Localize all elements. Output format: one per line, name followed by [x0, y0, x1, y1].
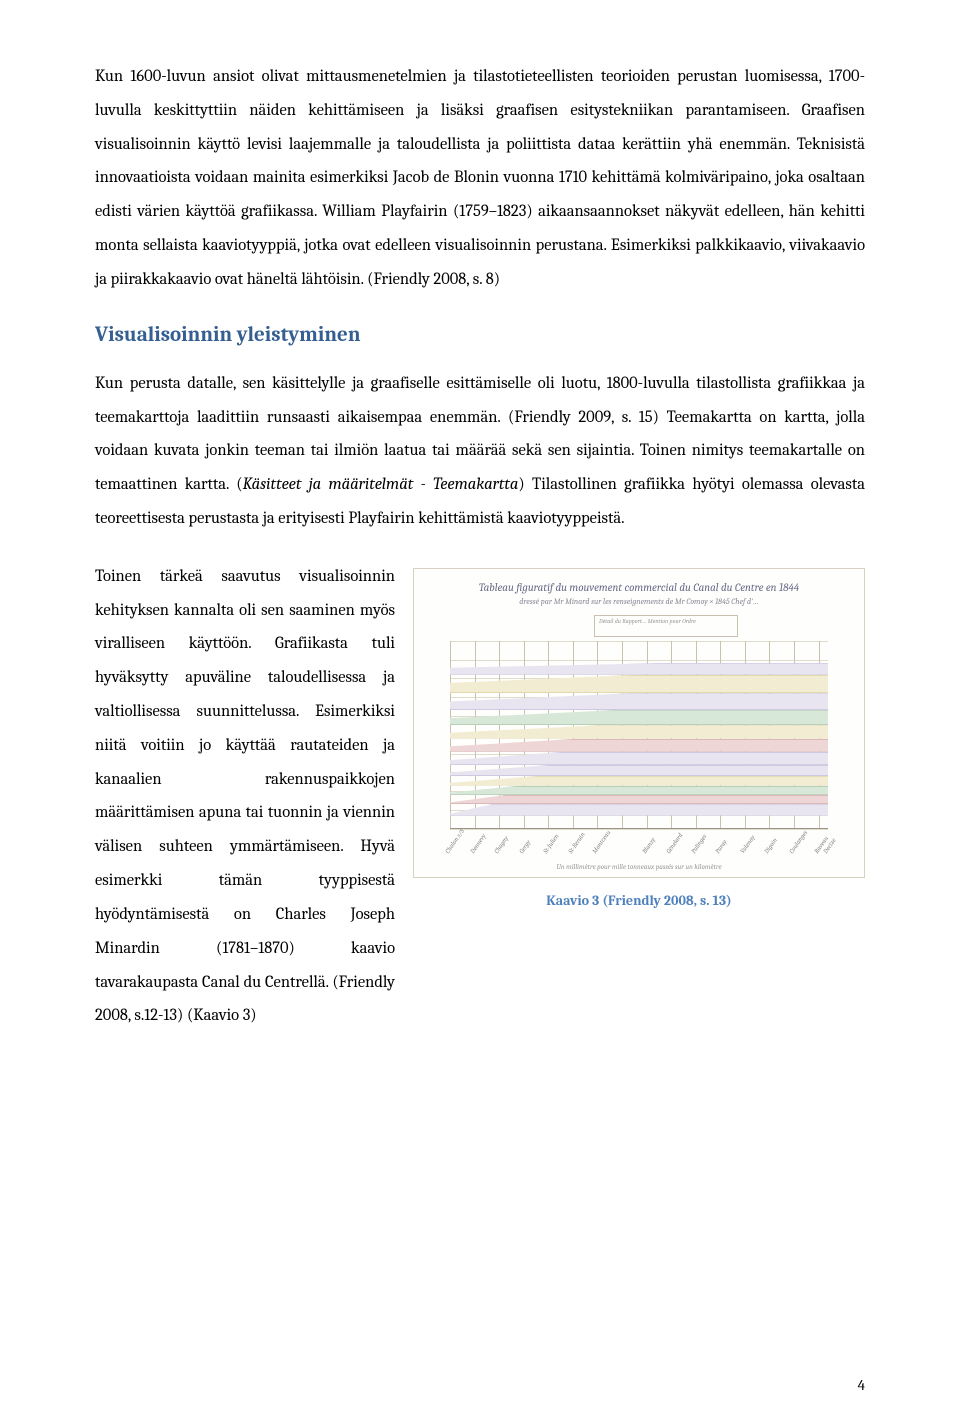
figure-column: Tableau figuratif du mouvement commercia…	[413, 560, 865, 909]
left-text-column: Toinen tärkeä saavutus visualisoinnin ke…	[95, 560, 395, 1033]
figure-x-labels: Chalon s/SDennevyChagnyGergySt-JulienSt-…	[450, 831, 828, 855]
minard-figure: Tableau figuratif du mouvement commercia…	[413, 568, 865, 909]
page-number: 4	[858, 1376, 865, 1394]
figure-title: Tableau figuratif du mouvement commercia…	[414, 581, 864, 594]
heading-visualisoinnin-yleistyminen: Visualisoinnin yleistyminen	[95, 323, 865, 347]
figure-subtitle: dressé par Mr Minard sur les renseigneme…	[414, 597, 864, 606]
paragraph-1: Kun 1600-luvun ansiot olivat mittausmene…	[95, 60, 865, 297]
paragraph-3: Toinen tärkeä saavutus visualisoinnin ke…	[95, 560, 395, 1033]
two-column-section: Toinen tärkeä saavutus visualisoinnin ke…	[95, 560, 865, 1033]
paragraph-2: Kun perusta datalle, sen käsittelylle ja…	[95, 367, 865, 536]
paragraph-2-italic: Käsitteet ja määritelmät - Teemakartta	[243, 475, 519, 494]
minard-figure-box: Tableau figuratif du mouvement commercia…	[413, 568, 865, 878]
figure-notebox: Détail du Rapport… Mention pour Ordre	[594, 615, 738, 637]
figure-chart-area	[450, 641, 828, 829]
figure-bottom-text: Un millimètre pour mille tonneaux passés…	[414, 863, 864, 871]
figure-caption: Kaavio 3 (Friendly 2008, s. 13)	[413, 892, 865, 909]
